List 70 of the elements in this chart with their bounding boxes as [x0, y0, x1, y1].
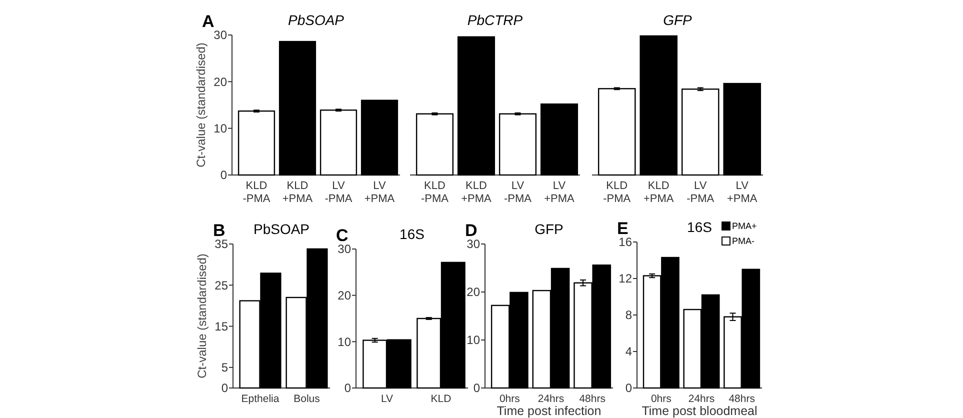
x-tick-label: KLD +PMA — [643, 180, 674, 205]
bar — [278, 40, 316, 176]
y-tick-label: 25 — [214, 278, 228, 292]
y-axis-title: Ct-value (standardised) — [195, 254, 209, 378]
chart-title: PbSOAP — [288, 12, 345, 28]
y-tick-label: 20 — [338, 288, 352, 303]
chart-title: PbCTRP — [467, 12, 524, 28]
y-tick-label: 5 — [221, 360, 228, 375]
x-tick-label: LV +PMA — [544, 180, 576, 205]
y-axis-title: Ct-value (standardised) — [194, 42, 208, 168]
x-tick-label: LV — [380, 393, 394, 405]
x-tick-label: KLD -PMA — [421, 180, 450, 205]
legend-label: PMA+ — [732, 221, 757, 232]
chart-title: 16S — [687, 219, 712, 235]
text: C — [336, 226, 348, 245]
x-tick-label: 24hrs — [688, 393, 715, 405]
x-tick-label: 0hrs — [499, 393, 520, 405]
x-tick-label: KLD -PMA — [242, 180, 271, 205]
y-tick-label: 0 — [625, 381, 632, 396]
y-tick-label: 0 — [344, 381, 352, 396]
text: B — [213, 221, 226, 240]
x-tick-label: KLD — [430, 393, 452, 405]
chart-title: GFP — [534, 221, 564, 237]
bar — [598, 88, 636, 176]
y-tick-label: 8 — [625, 308, 632, 322]
chart-title: 16S — [400, 226, 424, 242]
x-tick-label: 24hrs — [538, 393, 564, 405]
x-tick-label: KLD -PMA — [603, 180, 632, 205]
y-tick-label: 10 — [466, 333, 480, 348]
x-tick-label: LV -PMA — [324, 180, 353, 205]
y-tick-label: 30 — [214, 28, 228, 42]
y-tick-label: 4 — [625, 344, 632, 359]
x-axis-title: Time post infection — [496, 404, 602, 418]
text: E — [617, 219, 628, 238]
x-tick-label: KLD +PMA — [282, 180, 314, 205]
y-tick-label: 20 — [214, 74, 228, 89]
bar — [320, 110, 358, 176]
x-tick-label: 0hrs — [650, 393, 672, 405]
y-tick-label: 20 — [466, 285, 480, 300]
chart-title: PbSOAP — [253, 221, 310, 237]
y-tick-label: 0 — [220, 168, 228, 182]
x-tick-label: LV +PMA — [364, 180, 396, 205]
legend-label: PMA- — [732, 236, 755, 246]
x-tick-label: LV +PMA — [726, 180, 758, 205]
bar — [360, 100, 398, 176]
bar — [723, 82, 762, 176]
x-tick-label: Bolus — [294, 393, 320, 405]
x-tick-label: KLD +PMA — [461, 180, 492, 205]
x-tick-label: 48hrs — [728, 393, 755, 405]
bar — [238, 110, 276, 176]
text: A — [202, 12, 214, 31]
x-tick-label: LV -PMA — [504, 180, 532, 205]
bar — [640, 35, 678, 176]
y-tick-label: 10 — [338, 334, 352, 349]
y-tick-label: 35 — [214, 237, 228, 252]
y-tick-label: 16 — [618, 235, 632, 250]
y-tick-label: 12 — [618, 272, 632, 286]
y-tick-label: 0 — [473, 381, 480, 396]
text: D — [465, 221, 478, 240]
y-tick-label: 15 — [214, 319, 228, 334]
y-tick-label: 30 — [338, 242, 352, 256]
x-axis-title: Time post bloodmeal — [642, 404, 758, 418]
x-tick-label: 48hrs — [579, 393, 606, 405]
bar — [681, 88, 720, 176]
y-tick-label: 10 — [214, 122, 228, 136]
x-tick-label: Epthelia — [241, 393, 280, 405]
y-tick-label: 0 — [221, 381, 228, 396]
y-tick-label: 30 — [466, 237, 480, 252]
x-tick-label: LV -PMA — [686, 180, 715, 205]
chart-title: GFP — [663, 12, 693, 28]
